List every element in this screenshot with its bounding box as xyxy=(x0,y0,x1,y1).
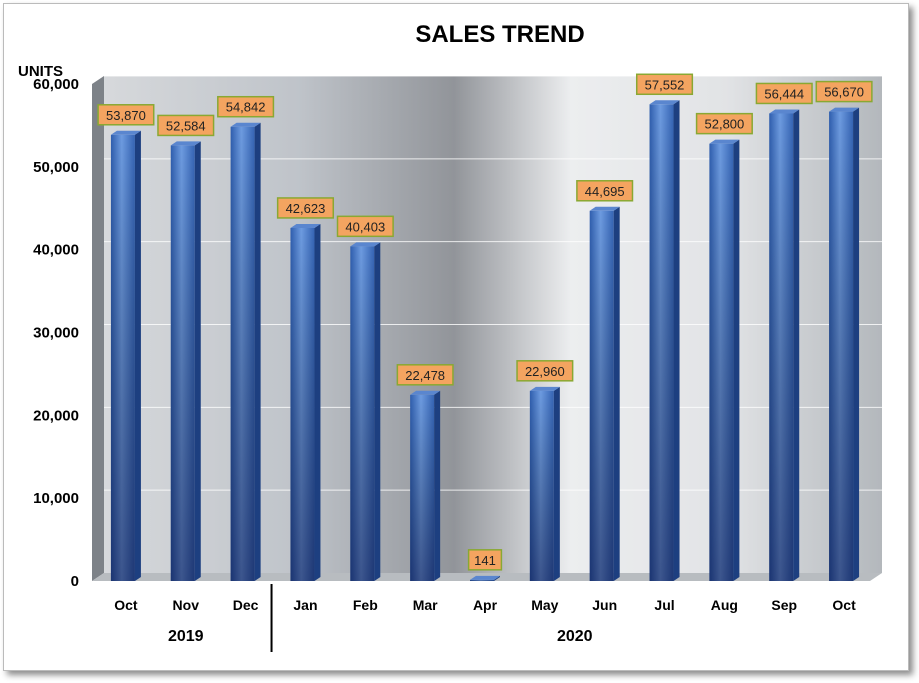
y-tick-label: 40,000 xyxy=(33,242,79,259)
bar-top xyxy=(350,242,381,247)
data-label-box xyxy=(336,215,394,238)
x-tick-label: Jun xyxy=(592,597,617,613)
data-label: 22,478 xyxy=(405,368,445,383)
sales-chart: SALES TREND UNITS 0 10,000 20,000 30,000 40,… xyxy=(18,21,882,652)
bar-side xyxy=(314,223,321,581)
bar-shade xyxy=(410,394,435,581)
data-label: 56,444 xyxy=(764,86,804,101)
side-wall xyxy=(92,76,104,581)
data-label: 44,695 xyxy=(585,184,625,199)
bar-side xyxy=(613,206,620,581)
plot-area: 0 10,000 20,000 30,000 40,000 50,000 60,000 53,… xyxy=(33,73,882,652)
data-label-box xyxy=(576,180,634,202)
x-tick-label: Jul xyxy=(654,597,674,613)
bar-top xyxy=(230,122,261,127)
data-label: 22,960 xyxy=(525,364,565,379)
data-label: 52,584 xyxy=(166,118,206,133)
bar-top xyxy=(769,109,800,114)
bar-shade xyxy=(529,390,554,581)
bar-side xyxy=(673,100,680,582)
bar-shade xyxy=(170,145,195,581)
bar-side xyxy=(494,575,500,581)
group-label: 2020 xyxy=(557,628,593,645)
bar-shade xyxy=(350,246,375,581)
bar-top xyxy=(829,107,860,112)
bar-side xyxy=(853,107,860,582)
data-label: 141 xyxy=(474,553,496,568)
x-tick-label: Aug xyxy=(711,597,738,613)
y-tick-label: 0 xyxy=(71,573,79,590)
x-tick-label: May xyxy=(531,597,558,613)
data-label: 57,552 xyxy=(645,77,685,92)
bar-shade xyxy=(230,126,255,581)
bar-side xyxy=(733,139,740,581)
data-label-box xyxy=(755,82,813,105)
x-tick-label: Oct xyxy=(832,597,856,613)
bar-shade xyxy=(829,111,854,582)
bar-top xyxy=(170,141,201,146)
x-tick-label: Oct xyxy=(114,597,138,613)
data-label: 40,403 xyxy=(345,219,385,234)
bar-shade xyxy=(110,134,135,581)
data-label-box xyxy=(516,360,574,382)
y-axis-label: UNITS xyxy=(18,63,63,80)
group-label: 2019 xyxy=(168,628,204,645)
bar-side xyxy=(134,130,141,581)
bar-top xyxy=(290,223,321,228)
y-tick-label: 10,000 xyxy=(33,490,79,507)
bar-top xyxy=(110,130,141,135)
bar-side xyxy=(374,242,381,581)
bar-top xyxy=(470,575,500,580)
data-label-box xyxy=(217,95,275,118)
bar-shade xyxy=(769,113,794,581)
x-tick-label: Jan xyxy=(293,597,317,613)
bar-shade xyxy=(589,210,614,581)
data-label-box xyxy=(467,549,503,571)
data-label-box xyxy=(695,112,753,135)
data-label-box xyxy=(396,364,454,386)
bar-side xyxy=(793,109,800,581)
data-label-box xyxy=(276,197,335,219)
y-tick-label: 60,000 xyxy=(33,76,79,93)
bar-top xyxy=(589,206,620,211)
bar-side xyxy=(194,141,201,581)
data-label: 53,870 xyxy=(106,108,146,123)
chart-title: SALES TREND xyxy=(415,21,584,48)
x-tick-label: Feb xyxy=(353,597,378,613)
x-tick-label: Sep xyxy=(771,597,797,613)
y-tick-label: 20,000 xyxy=(33,407,79,424)
data-label-box xyxy=(97,104,155,126)
chart-frame: SALES TREND UNITS 0 10,000 20,000 30,000 40,… xyxy=(3,3,909,671)
bar-shade xyxy=(709,143,734,581)
data-label: 52,800 xyxy=(705,117,745,132)
data-label: 54,842 xyxy=(226,100,266,115)
bar-side xyxy=(553,386,560,581)
bar-top xyxy=(709,139,740,144)
bar-side xyxy=(434,390,441,581)
data-label: 56,670 xyxy=(824,85,864,100)
x-tick-label: Mar xyxy=(413,597,438,613)
y-tick-label: 50,000 xyxy=(33,159,79,176)
data-label-box xyxy=(635,73,694,96)
data-label-box xyxy=(157,114,215,137)
bar-top xyxy=(649,100,680,105)
x-tick-label: Apr xyxy=(473,597,498,613)
y-tick-label: 30,000 xyxy=(33,325,79,342)
bar-top xyxy=(529,386,560,391)
data-label-box xyxy=(815,80,873,103)
x-tick-label: Dec xyxy=(233,597,259,613)
data-label: 42,623 xyxy=(286,201,326,216)
bar-side xyxy=(254,122,261,581)
bar-shade xyxy=(649,104,674,582)
bar-shade xyxy=(290,227,315,581)
bar-top xyxy=(410,390,441,395)
bar-shade xyxy=(470,579,494,581)
x-tick-label: Nov xyxy=(173,597,200,613)
